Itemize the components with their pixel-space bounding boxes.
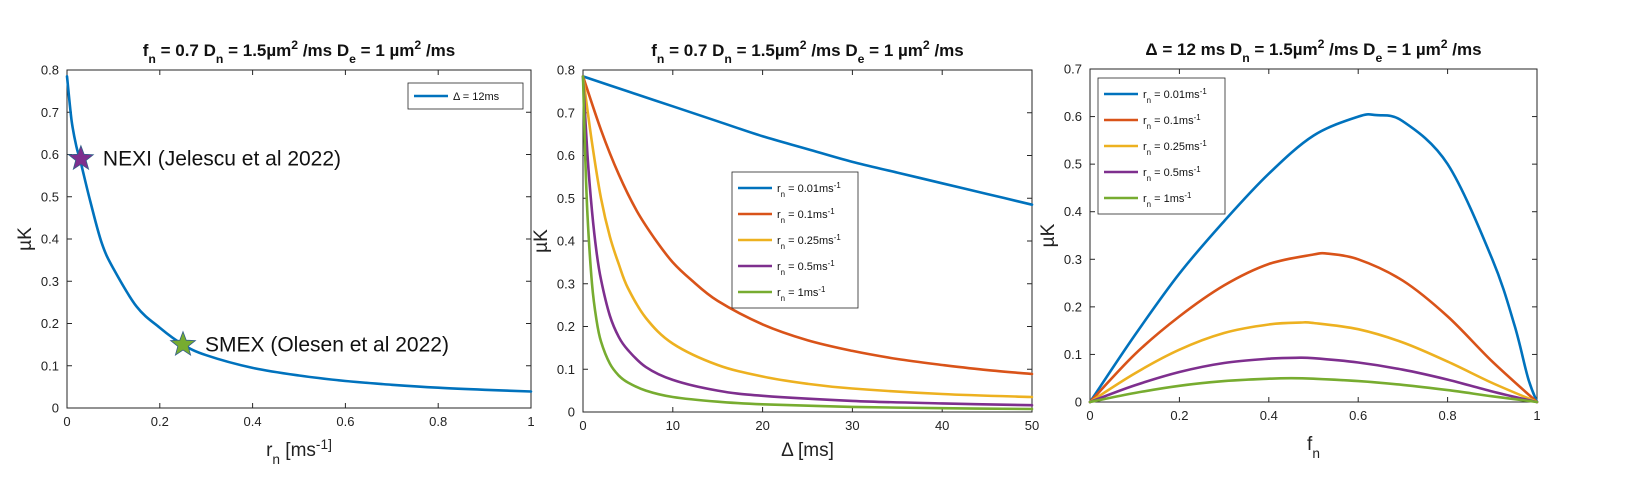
y-tick-label: 0.2 xyxy=(557,319,575,334)
y-tick-label: 0.4 xyxy=(41,232,59,247)
y-tick-label: 0.2 xyxy=(1064,299,1082,314)
y-tick-label: 0.7 xyxy=(557,105,575,120)
y-tick-label: 0.3 xyxy=(557,276,575,291)
x-axis-label: Δ [ms] xyxy=(781,440,834,461)
legend-label-3: rn = 0.25ms-1 xyxy=(1143,139,1207,157)
legend-label-2: rn = 0.1ms-1 xyxy=(1143,113,1201,131)
legend-label-3: rn = 0.25ms-1 xyxy=(777,233,841,251)
x-tick-label: 0.2 xyxy=(151,414,169,429)
series-line-3 xyxy=(581,75,1034,399)
annotation-star-1 xyxy=(67,144,95,171)
y-tick-label: 0.7 xyxy=(41,105,59,120)
legend-label-1: Δ = 12ms xyxy=(453,91,500,103)
series-line-5 xyxy=(581,75,1034,411)
x-tick-label: 0.4 xyxy=(244,414,262,429)
x-tick-label: 0.2 xyxy=(1170,408,1188,423)
y-tick-label: 0.6 xyxy=(1064,109,1082,124)
annotation-label-2: SMEX (Olesen et al 2022) xyxy=(205,334,449,357)
legend-label-5: rn = 1ms-1 xyxy=(1143,191,1192,209)
y-tick-label: 0.8 xyxy=(41,63,59,78)
series-line-2 xyxy=(1088,251,1539,404)
legend-label-5: rn = 1ms-1 xyxy=(777,285,826,303)
y-tick-label: 0.1 xyxy=(557,362,575,377)
series-line-4 xyxy=(581,75,1034,407)
series-group xyxy=(1088,113,1539,404)
y-tick-label: 0.1 xyxy=(41,358,59,373)
legend: rn = 0.01ms-1 rn = 0.1ms-1 rn = 0.25ms-1… xyxy=(1097,77,1226,215)
y-tick-label: 0.6 xyxy=(41,147,59,162)
y-axis-label: µK xyxy=(531,229,552,253)
legend-label-2: rn = 0.1ms-1 xyxy=(777,207,835,225)
annotation-label-1: NEXI (Jelescu et al 2022) xyxy=(103,148,341,171)
chart-panel-2: 0 10 20 30 40 50 0 0.1 0.2 0.3 0.4 0.5 0.6 0.7 0.8 fn =… xyxy=(531,38,1039,461)
chart-title: fn = 0.7 Dn = 1.5µm2 /ms De = 1 µm2 /ms xyxy=(143,38,456,66)
y-axis-label: µK xyxy=(1038,223,1059,247)
plot-area xyxy=(66,69,532,409)
y-tick-label: 0 xyxy=(568,405,575,420)
legend-label-4: rn = 0.5ms-1 xyxy=(1143,165,1201,183)
legend-label-1: rn = 0.01ms-1 xyxy=(777,181,841,199)
x-tick-label: 1 xyxy=(527,414,534,429)
chart-panel-1: 0 0.2 0.4 0.6 0.8 1 0 0.1 0.2 0.3 0.4 0.5 0.6 0.7 0.8 f… xyxy=(15,38,535,467)
y-tick-label: 0.3 xyxy=(41,274,59,289)
x-tick-label: 0 xyxy=(579,418,586,433)
series-line-2 xyxy=(581,75,1034,376)
y-tick-label: 0.5 xyxy=(41,189,59,204)
legend-label-4: rn = 0.5ms-1 xyxy=(777,259,835,277)
legend-box xyxy=(1097,77,1226,215)
x-tick-label: 20 xyxy=(755,418,769,433)
x-tick-label: 0 xyxy=(1086,408,1093,423)
y-tick-label: 0.2 xyxy=(41,316,59,331)
y-tick-label: 0.6 xyxy=(557,148,575,163)
legend: Δ = 12ms xyxy=(407,82,524,110)
y-tick-label: 0 xyxy=(1075,395,1082,410)
y-tick-label: 0.5 xyxy=(557,191,575,206)
legend: rn = 0.01ms-1 rn = 0.1ms-1 rn = 0.25ms-1… xyxy=(731,171,859,309)
x-tick-label: 1 xyxy=(1533,408,1540,423)
x-tick-label: 30 xyxy=(845,418,859,433)
chart-panel-3: 0 0.2 0.4 0.6 0.8 1 0 0.1 0.2 0.3 0.4 0.5 0.6 0.7 Δ = … xyxy=(1038,37,1541,461)
x-tick-label: 0.8 xyxy=(429,414,447,429)
y-tick-label: 0.3 xyxy=(1064,252,1082,267)
x-axis-label: rn [ms-1] xyxy=(266,437,332,467)
series-line-3 xyxy=(1088,320,1539,404)
x-tick-label: 0.8 xyxy=(1439,408,1457,423)
series-line-5 xyxy=(1088,376,1539,404)
x-tick-label: 40 xyxy=(935,418,949,433)
x-axis-label: fn xyxy=(1307,434,1320,461)
x-tick-label: 0.6 xyxy=(336,414,354,429)
chart-title: fn = 0.7 Dn = 1.5µm2 /ms De = 1 µm2 /ms xyxy=(651,38,964,66)
chart-title: Δ = 12 ms Dn = 1.5µm2 /ms De = 1 µm2 /ms xyxy=(1145,37,1481,65)
series-line-1 xyxy=(1088,113,1539,404)
y-tick-label: 0.5 xyxy=(1064,157,1082,172)
x-tick-label: 0.4 xyxy=(1260,408,1278,423)
series-line-4 xyxy=(1088,356,1539,404)
x-tick-label: 0.6 xyxy=(1349,408,1367,423)
y-tick-label: 0.4 xyxy=(1064,204,1082,219)
x-tick-label: 0 xyxy=(63,414,70,429)
y-tick-label: 0.8 xyxy=(557,63,575,78)
x-tick-label: 10 xyxy=(666,418,680,433)
y-tick-label: 0.4 xyxy=(557,234,575,249)
series-group xyxy=(581,75,1034,411)
y-tick-label: 0 xyxy=(52,401,59,416)
series-line-1 xyxy=(581,75,1034,206)
legend-box xyxy=(407,82,524,110)
y-tick-label: 0.7 xyxy=(1064,62,1082,77)
y-tick-label: 0.1 xyxy=(1064,347,1082,362)
y-axis-label: µK xyxy=(15,227,36,251)
legend-label-1: rn = 0.01ms-1 xyxy=(1143,87,1207,105)
x-tick-label: 50 xyxy=(1025,418,1039,433)
annotation-star-2 xyxy=(169,330,197,357)
